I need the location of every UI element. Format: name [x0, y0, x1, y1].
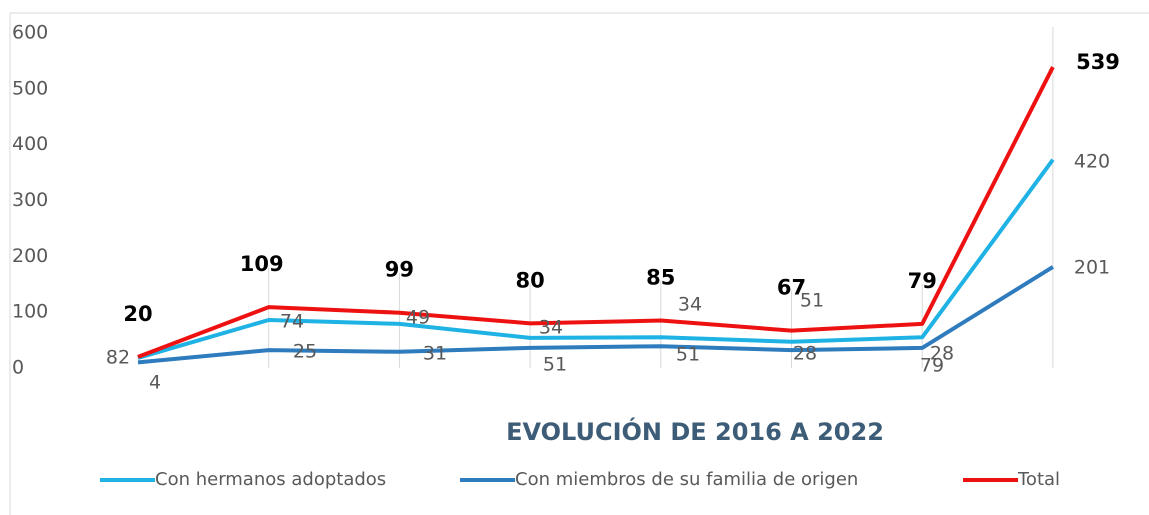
data-label: 34: [678, 294, 702, 316]
data-label: 79: [920, 355, 944, 377]
y-tick-label: 100: [12, 301, 48, 323]
data-label: 25: [293, 341, 317, 363]
legend-label: Total: [1017, 469, 1060, 490]
y-tick-label: 600: [12, 22, 48, 44]
data-label: 51: [800, 290, 824, 312]
y-tick-label: 400: [12, 133, 48, 155]
data-label: 80: [515, 268, 544, 292]
y-tick-label: 0: [12, 357, 24, 379]
data-label: 79: [908, 269, 937, 293]
data-label: 82: [106, 347, 130, 369]
data-label: 67: [777, 276, 806, 300]
data-label: 109: [240, 252, 284, 276]
data-label: 51: [543, 354, 567, 376]
data-label: 4: [149, 372, 161, 394]
data-label: 49: [406, 307, 430, 329]
data-label: 539: [1076, 50, 1120, 74]
data-label: 51: [676, 344, 700, 366]
y-tick-label: 300: [12, 189, 48, 211]
series-line: [137, 265, 1054, 365]
data-label: 99: [385, 258, 414, 282]
legend-label: Con miembros de su familia de origen: [515, 469, 858, 490]
chart-title: EVOLUCIÓN DE 2016 A 2022: [506, 416, 884, 446]
data-label: 31: [423, 343, 447, 365]
data-label: 28: [930, 343, 954, 365]
data-label: 85: [646, 266, 675, 290]
series-line: [137, 66, 1055, 359]
data-label: 74: [280, 311, 304, 333]
series-line: [137, 158, 1055, 360]
legend-label: Con hermanos adoptados: [155, 469, 386, 490]
data-label: 34: [539, 317, 563, 339]
data-label: 420: [1074, 151, 1110, 173]
data-label: 28: [793, 343, 817, 365]
data-label: 20: [123, 302, 152, 326]
data-label: 201: [1074, 257, 1110, 279]
y-tick-label: 200: [12, 245, 48, 267]
y-tick-label: 500: [12, 77, 48, 99]
